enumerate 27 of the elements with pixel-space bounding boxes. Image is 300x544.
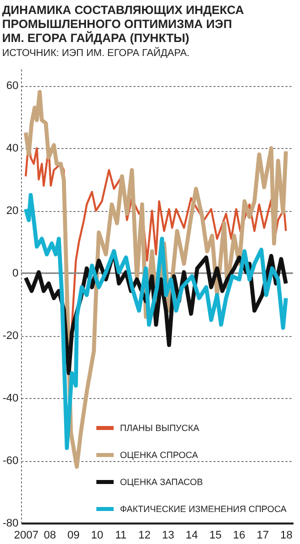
- y-tick-label: -40: [2, 392, 18, 405]
- x-tick-label: 2007: [14, 530, 38, 542]
- x-tick-label: 16: [232, 530, 246, 542]
- y-tick-label: 60: [6, 80, 18, 92]
- legend-label: ПЛАНЫ ВЫПУСКА: [120, 423, 200, 433]
- x-tick-label: 13: [162, 530, 174, 542]
- x-tick-label: 08: [44, 530, 56, 542]
- y-tick-label: -60: [2, 455, 18, 468]
- x-tick-label: 09: [67, 530, 80, 542]
- chart-title: ДИНАМИКА СОСТАВЛЯЮЩИХ ИНДЕКСА ПРОМЫШЛЕННОГО ОПТИМИЗМА ИЭП ИМ. ЕГОРА ГАЙДАРА (ПУНКТЫ): [2, 3, 244, 45]
- x-tick-label: 14: [186, 530, 198, 542]
- legend-label: ОЦЕНКА СПРОСА: [120, 450, 198, 460]
- y-tick-label: 40: [6, 142, 18, 155]
- legend-label: ФАКТИЧЕСКИЕ ИЗМЕНЕНИЯ СПРОСА: [120, 504, 287, 514]
- x-tick-label: 12: [138, 530, 151, 542]
- x-tick-label: 18: [280, 530, 293, 542]
- x-tick-label: 15: [209, 530, 222, 542]
- legend-label: ОЦЕНКА ЗАПАСОВ: [120, 477, 203, 487]
- x-tick-label: 11: [115, 530, 127, 542]
- y-tick-label: 0: [12, 268, 18, 280]
- x-tick-label: 17: [256, 530, 269, 542]
- y-tick-label: -20: [2, 330, 18, 342]
- line-series: [24, 193, 288, 450]
- y-tick-label: -80: [2, 518, 18, 530]
- text: ИСТОЧНИК: ИЭП ИМ. ЕГОРА ГАЙДАРА.: [2, 46, 190, 59]
- x-tick-label: 10: [91, 530, 104, 542]
- y-tick-label: 20: [6, 205, 18, 218]
